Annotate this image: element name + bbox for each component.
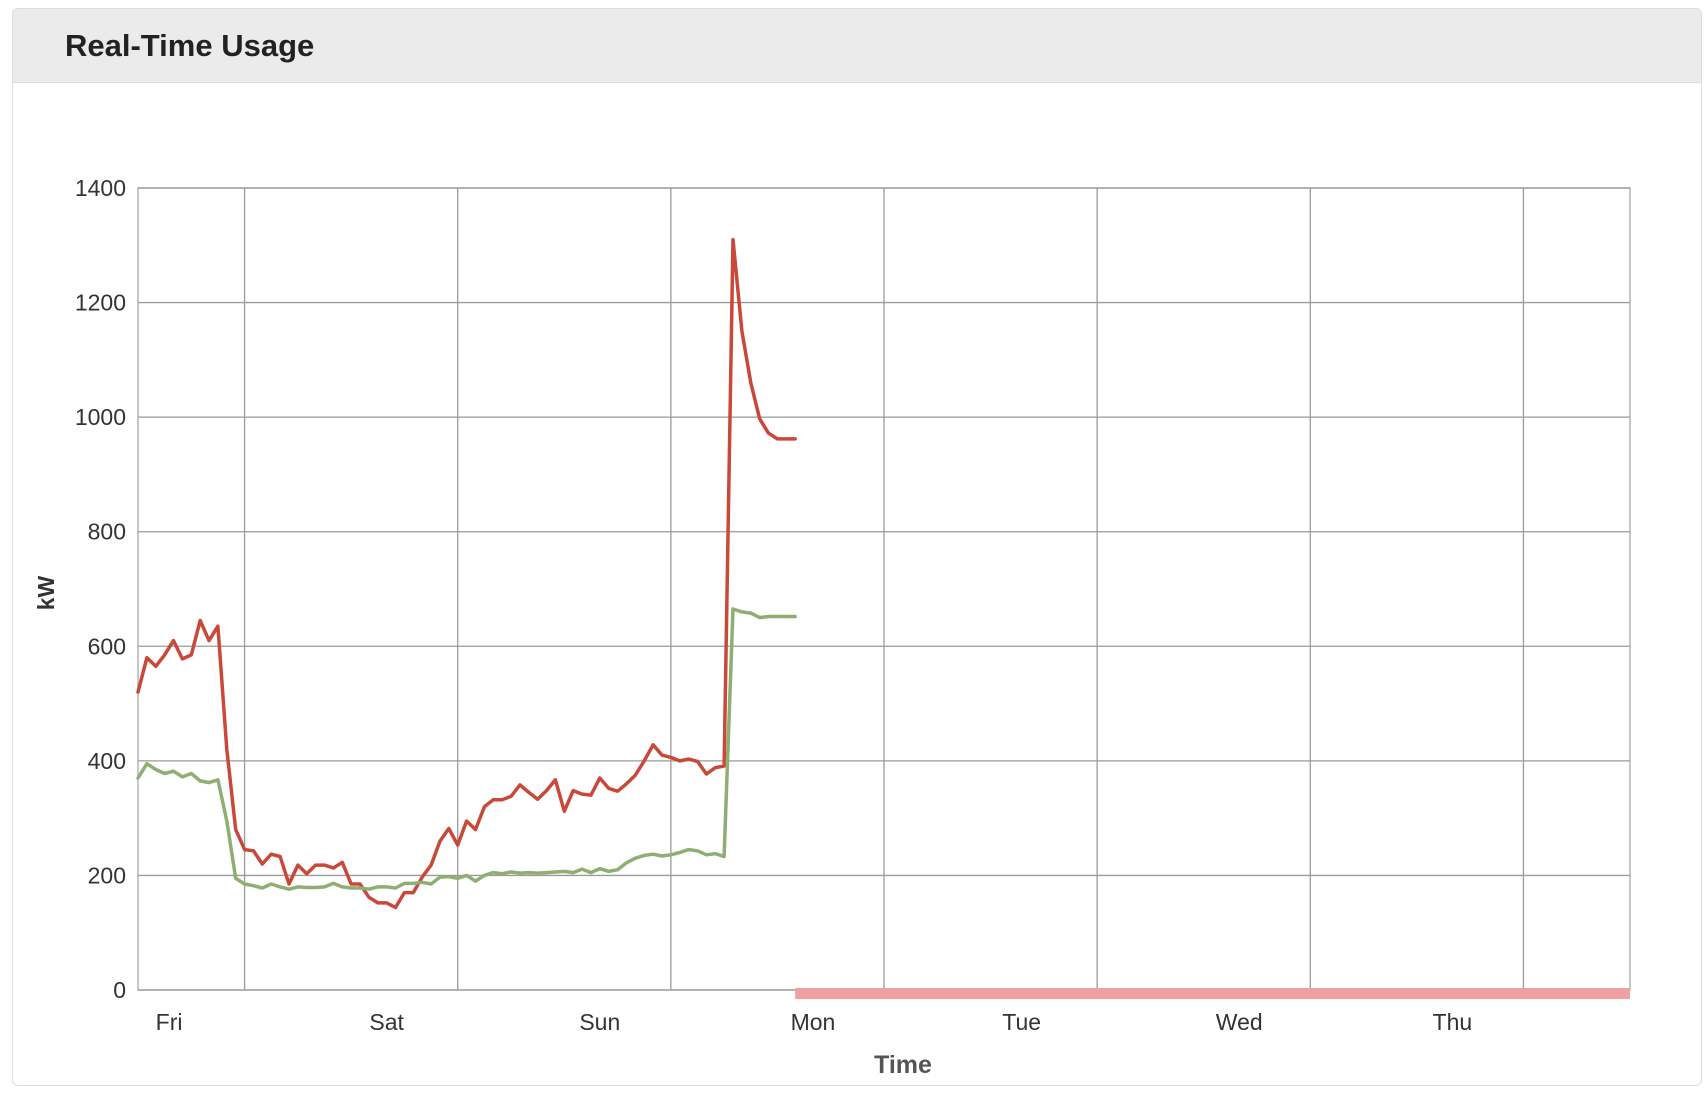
y-tick-label: 1200 [75,290,126,316]
x-tick-label: Fri [156,1009,183,1035]
y-tick-label: 0 [113,977,126,1003]
y-tick-label: 400 [88,748,126,774]
y-tick-label: 200 [88,862,126,888]
grid-layer [137,187,1631,991]
series-line-1 [136,237,797,910]
y-tick-label: 800 [88,519,126,545]
x-tick-label: Thu [1433,1009,1473,1035]
axis-layer: 0 200 400 600 800 1000 1200 1400 Fri Sat Sun Mon Tue… [75,175,1472,1035]
x-axis-title: Time [874,1051,932,1079]
x-tick-label: Mon [791,1009,836,1035]
y-tick-label: 600 [88,633,126,659]
x-tick-label: Wed [1216,1009,1263,1035]
x-tick-label: Tue [1002,1009,1041,1035]
missing-data-bar [795,988,1630,999]
series-layer [136,237,797,910]
x-tick-label: Sat [369,1009,404,1035]
y-axis-title: kW [33,575,59,610]
series-line-2 [136,607,797,891]
x-tick-label: Sun [579,1009,620,1035]
panel-header: Real-Time Usage [13,9,1701,83]
gap-layer [795,988,1630,999]
y-tick-label: 1000 [75,404,126,430]
panel-title: Real-Time Usage [65,27,315,63]
y-tick-label: 1400 [75,175,126,201]
